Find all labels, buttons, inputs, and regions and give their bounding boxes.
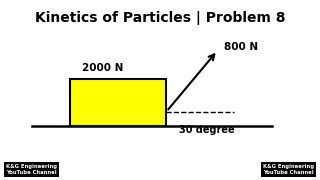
- Text: 30 degree: 30 degree: [179, 125, 235, 135]
- Text: 800 N: 800 N: [224, 42, 258, 52]
- Text: 2000 N: 2000 N: [82, 63, 123, 73]
- Text: Kinetics of Particles | Problem 8: Kinetics of Particles | Problem 8: [35, 11, 285, 25]
- Text: K&G Engineering
YouTube Channel: K&G Engineering YouTube Channel: [6, 164, 57, 175]
- Text: K&G Engineering
YouTube Channel: K&G Engineering YouTube Channel: [263, 164, 314, 175]
- Bar: [70, 79, 166, 126]
